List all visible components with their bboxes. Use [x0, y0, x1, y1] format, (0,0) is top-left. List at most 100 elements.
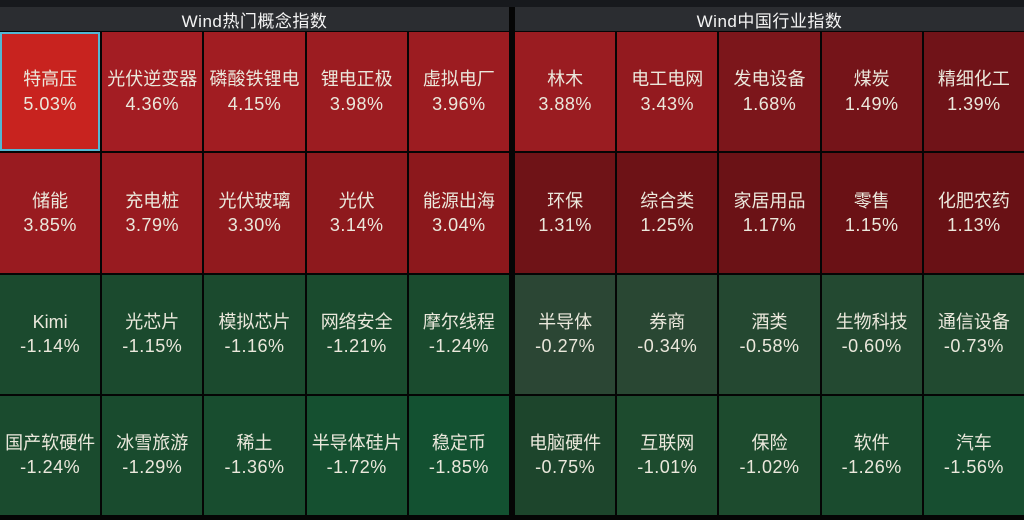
heatmap-cell-半导体[interactable]: 半导体 -0.27%	[515, 274, 616, 394]
heatmap-cell-网络安全[interactable]: 网络安全 -1.21%	[306, 274, 407, 394]
heatmap-cell-零售[interactable]: 零售 1.15%	[821, 153, 922, 273]
heatmap-cell-储能[interactable]: 储能 3.85%	[0, 153, 101, 273]
cell-index-name: 储能	[32, 190, 69, 211]
cell-change-percent: -0.73%	[943, 336, 1004, 357]
heatmap-cell-电工电网[interactable]: 电工电网 3.43%	[617, 32, 718, 152]
heatmap-cell-券商[interactable]: 券商 -0.34%	[617, 274, 718, 394]
heatmap-cell-通信设备[interactable]: 通信设备 -0.73%	[923, 274, 1024, 394]
heatmap-cell-国产软硬件[interactable]: 国产软硬件 -1.24%	[0, 395, 101, 515]
heatmap-cell-光伏玻璃[interactable]: 光伏玻璃 3.30%	[204, 153, 305, 273]
heatmap-cell-稳定币[interactable]: 稳定币 -1.85%	[408, 395, 509, 515]
cell-change-percent: -1.29%	[122, 457, 183, 478]
cell-change-percent: 3.14%	[329, 214, 384, 235]
cell-change-percent: -0.58%	[739, 336, 800, 357]
cell-index-name: 磷酸铁锂电	[209, 69, 300, 90]
cell-change-percent: 3.04%	[432, 214, 486, 235]
cell-index-name: 保险	[751, 433, 788, 454]
cell-index-name: 半导体硅片	[311, 433, 402, 454]
heatmap-cell-锂电正极[interactable]: 锂电正极 3.98%	[306, 32, 407, 152]
cell-index-name: 电工电网	[631, 69, 704, 90]
heatmap-cell-林木[interactable]: 林木 3.88%	[515, 32, 616, 152]
cell-change-percent: 3.96%	[432, 93, 486, 114]
heatmap-cell-精细化工[interactable]: 精细化工 1.39%	[923, 32, 1024, 152]
cell-index-name: 特高压	[23, 69, 78, 90]
heatmap-cell-互联网[interactable]: 互联网 -1.01%	[617, 395, 718, 515]
cell-index-name: 摩尔线程	[422, 311, 495, 332]
heatmap-cell-软件[interactable]: 软件 -1.26%	[821, 395, 922, 515]
cell-index-name: 券商	[649, 311, 686, 332]
cell-change-percent: 3.98%	[329, 93, 384, 114]
heatmap-cell-保险[interactable]: 保险 -1.02%	[719, 395, 820, 515]
heatmap-cell-生物科技[interactable]: 生物科技 -0.60%	[821, 274, 922, 394]
heatmap-cell-磷酸铁锂电[interactable]: 磷酸铁锂电 4.15%	[204, 32, 305, 152]
heatmap-cell-冰雪旅游[interactable]: 冰雪旅游 -1.29%	[102, 395, 203, 515]
cell-change-percent: -1.26%	[841, 457, 902, 478]
cell-change-percent: -0.34%	[637, 336, 698, 357]
cell-change-percent: 1.15%	[844, 214, 899, 235]
panel-hot-concept-header: Wind热门概念指数	[0, 7, 509, 31]
panel-china-industry-title: Wind中国行业指数	[696, 11, 843, 31]
heatmap-cell-综合类[interactable]: 综合类 1.25%	[617, 153, 718, 273]
cell-index-name: 生物科技	[835, 311, 908, 332]
panel-hot-concept-indices: Wind热门概念指数 特高压 5.03% 光伏逆变器 4.36% 磷酸铁锂电 4.15% 锂…	[0, 7, 509, 515]
cell-change-percent: -1.36%	[224, 457, 285, 478]
heatmap-cell-稀土[interactable]: 稀土 -1.36%	[204, 395, 305, 515]
cell-change-percent: -0.75%	[535, 457, 596, 478]
cell-index-name: 环保	[547, 190, 584, 211]
heatmap-cell-电脑硬件[interactable]: 电脑硬件 -0.75%	[515, 395, 616, 515]
cell-index-name: 锂电正极	[320, 69, 393, 90]
heatmap-cell-Kimi[interactable]: Kimi -1.14%	[0, 274, 101, 394]
heatmap-cell-煤炭[interactable]: 煤炭 1.49%	[821, 32, 922, 152]
cell-index-name: 光伏逆变器	[107, 69, 198, 90]
heatmap-cell-发电设备[interactable]: 发电设备 1.68%	[719, 32, 820, 152]
cell-change-percent: 1.68%	[742, 93, 797, 114]
cell-change-percent: 1.49%	[844, 93, 899, 114]
heatmap-panels: Wind热门概念指数 特高压 5.03% 光伏逆变器 4.36% 磷酸铁锂电 4.15% 锂…	[0, 7, 1024, 515]
cell-index-name: 零售	[853, 190, 890, 211]
cell-change-percent: -0.27%	[535, 336, 596, 357]
cell-index-name: 通信设备	[937, 311, 1010, 332]
heatmap-cell-光芯片[interactable]: 光芯片 -1.15%	[102, 274, 203, 394]
cell-index-name: Kimi	[32, 311, 68, 332]
heatmap-cell-光伏逆变器[interactable]: 光伏逆变器 4.36%	[102, 32, 203, 152]
cell-index-name: 稳定币	[431, 433, 486, 454]
heatmap-cell-能源出海[interactable]: 能源出海 3.04%	[408, 153, 509, 273]
cell-index-name: 互联网	[640, 433, 695, 454]
top-strip	[0, 0, 1024, 7]
heatmap-cell-光伏[interactable]: 光伏 3.14%	[306, 153, 407, 273]
heatmap-cell-汽车[interactable]: 汽车 -1.56%	[923, 395, 1024, 515]
panel-china-industry-header: Wind中国行业指数	[515, 7, 1024, 31]
heatmap-cell-化肥农药[interactable]: 化肥农药 1.13%	[923, 153, 1024, 273]
cell-change-percent: 5.03%	[23, 93, 77, 114]
cell-change-percent: 4.36%	[125, 93, 180, 114]
panel-china-industry-indices: Wind中国行业指数 林木 3.88% 电工电网 3.43% 发电设备 1.68% 煤炭 1.…	[515, 7, 1024, 515]
cell-index-name: 化肥农药	[937, 190, 1010, 211]
heatmap-cell-摩尔线程[interactable]: 摩尔线程 -1.24%	[408, 274, 509, 394]
cell-change-percent: 1.17%	[742, 214, 797, 235]
cell-index-name: 能源出海	[422, 190, 495, 211]
cell-index-name: 光芯片	[125, 311, 180, 332]
heatmap-cell-酒类[interactable]: 酒类 -0.58%	[719, 274, 820, 394]
heatmap-cell-环保[interactable]: 环保 1.31%	[515, 153, 616, 273]
heatmap-cell-虚拟电厂[interactable]: 虚拟电厂 3.96%	[408, 32, 509, 152]
cell-index-name: 综合类	[640, 190, 695, 211]
heatmap-cell-充电桩[interactable]: 充电桩 3.79%	[102, 153, 203, 273]
cell-index-name: 软件	[853, 433, 890, 454]
cell-index-name: 汽车	[955, 433, 992, 454]
heatmap-cell-家居用品[interactable]: 家居用品 1.17%	[719, 153, 820, 273]
cell-change-percent: -1.01%	[637, 457, 698, 478]
cell-index-name: 冰雪旅游	[116, 433, 189, 454]
heatmap-cell-特高压[interactable]: 特高压 5.03%	[0, 32, 101, 152]
heatmap-cell-半导体硅片[interactable]: 半导体硅片 -1.72%	[306, 395, 407, 515]
cell-index-name: 充电桩	[125, 190, 180, 211]
cell-index-name: 虚拟电厂	[422, 69, 495, 90]
cell-index-name: 网络安全	[320, 311, 393, 332]
cell-change-percent: 3.79%	[125, 214, 180, 235]
cell-change-percent: -1.72%	[326, 457, 387, 478]
heatmap-cell-模拟芯片[interactable]: 模拟芯片 -1.16%	[204, 274, 305, 394]
cell-index-name: 精细化工	[937, 69, 1010, 90]
cell-change-percent: -1.02%	[739, 457, 800, 478]
cell-index-name: 发电设备	[733, 69, 806, 90]
cell-index-name: 家居用品	[733, 190, 806, 211]
